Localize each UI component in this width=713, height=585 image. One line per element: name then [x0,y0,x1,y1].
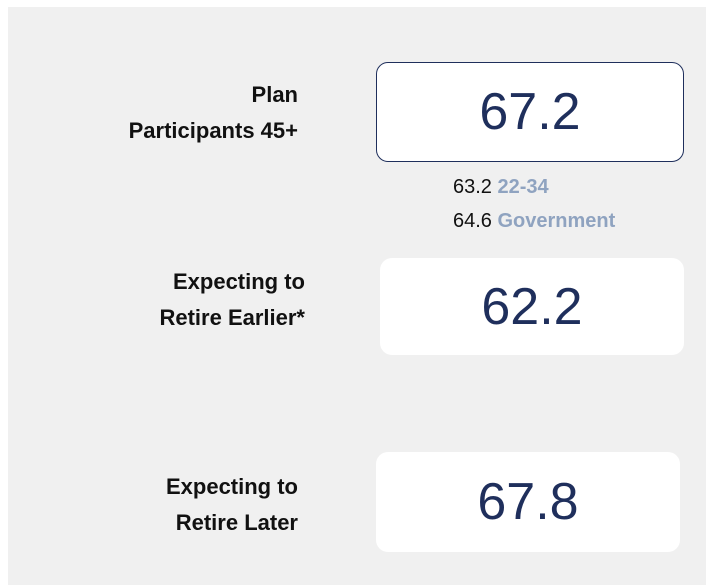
label-line: Expecting to [172,269,305,294]
label-line: Retire Later [175,510,298,535]
value-box: 62.2 [380,258,684,355]
value-box: 67.8 [376,452,680,552]
row-label: Plan Participants 45+ [129,77,298,149]
comparison-value: 64.6 [453,210,492,232]
label-line: Retire Earlier* [159,305,305,330]
comparison-value: 63.2 [453,176,492,198]
label-line: Expecting to [165,474,298,499]
value-box: 67.2 [376,62,684,162]
label-line: Plan [251,82,298,107]
comparison: 64.6 Government [453,204,615,238]
comparison-label: 22-34 [497,176,549,198]
label-line: Participants 45+ [128,118,298,143]
row-label: Expecting to Retire Earlier* [159,264,305,336]
row-label: Expecting to Retire Later [166,469,298,541]
comparison: 63.2 22-34 [453,170,549,204]
comparison-label: Government [497,210,616,232]
